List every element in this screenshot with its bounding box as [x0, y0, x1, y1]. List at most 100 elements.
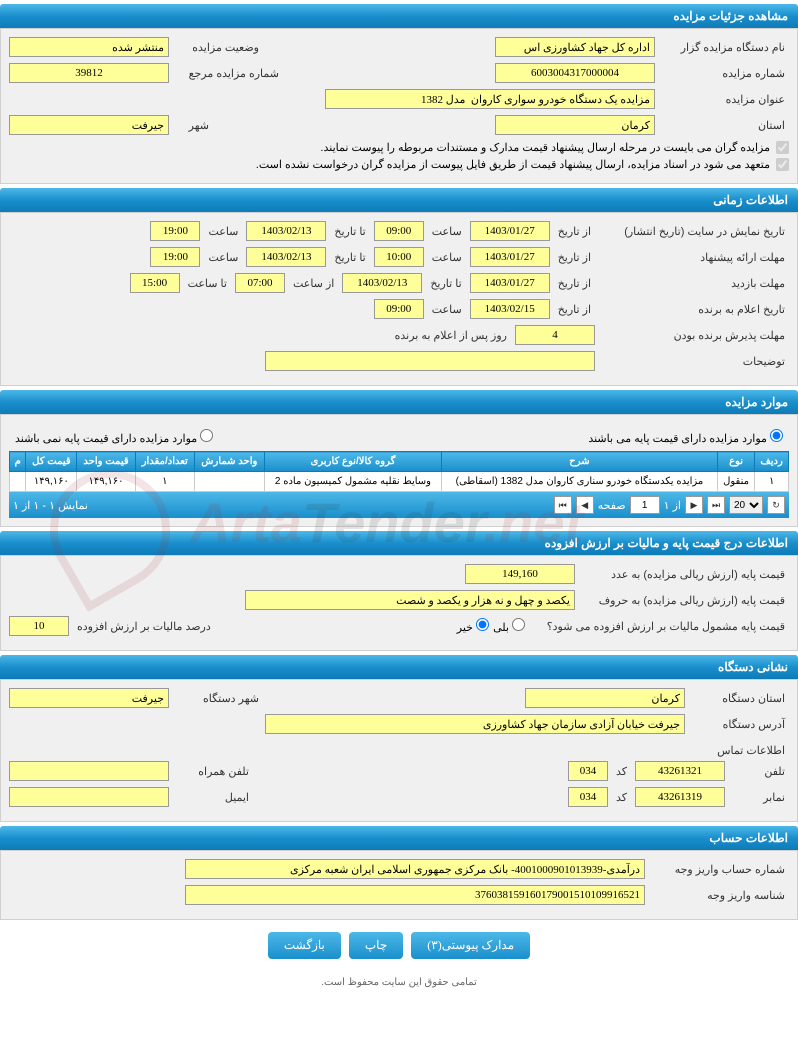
items-table: ردیفنوعشرحگروه کالا/نوع کاربریواحد شمارش… — [9, 451, 789, 492]
input-display-from-time[interactable] — [374, 221, 424, 241]
input-mobile[interactable] — [9, 761, 169, 781]
section-body-address: استان دستگاه شهر دستگاه آدرس دستگاه اطلا… — [0, 679, 798, 822]
attachments-button[interactable]: مدارک پیوستی(۳) — [411, 932, 530, 959]
radio-no-base[interactable] — [200, 429, 213, 442]
table-cell: ۱ — [135, 472, 194, 492]
label-visit: مهلت بازدید — [599, 277, 789, 290]
input-winner-time[interactable] — [374, 299, 424, 319]
checkbox-docs-required — [776, 141, 789, 154]
label-account-no: شماره حساب واریز وجه — [649, 863, 789, 876]
input-org-province[interactable] — [525, 688, 685, 708]
table-col-header: قیمت واحد — [77, 452, 135, 472]
section-header-items: موارد مزایده — [0, 390, 798, 414]
radio-vat-yes-label[interactable]: بلی — [493, 618, 525, 634]
label-display: تاریخ نمایش در سایت (تاریخ انتشار) — [599, 225, 789, 238]
pager-page-input[interactable] — [630, 496, 660, 514]
input-status[interactable] — [9, 37, 169, 57]
label-time-1: ساعت — [428, 225, 466, 238]
label-time-2: ساعت — [204, 225, 242, 238]
radio-has-base[interactable] — [770, 429, 783, 442]
table-col-header: نوع — [717, 452, 754, 472]
table-row: ۱منقولمزایده یکدستگاه خودرو سناری کاروان… — [10, 472, 789, 492]
radio-has-base-label[interactable]: موارد مزایده دارای قیمت پایه می باشند — [588, 429, 783, 445]
print-button[interactable]: چاپ — [349, 932, 403, 959]
input-proposal-from-date[interactable] — [470, 247, 550, 267]
input-fax[interactable] — [635, 787, 725, 807]
section-header-details: مشاهده جزئیات مزایده — [0, 4, 798, 28]
label-phone-code: کد — [612, 765, 631, 778]
input-org-addr[interactable] — [265, 714, 685, 734]
input-city[interactable] — [9, 115, 169, 135]
input-visit-from-time[interactable] — [235, 273, 285, 293]
input-base-word[interactable] — [245, 590, 575, 610]
label-to-time: تا ساعت — [184, 277, 231, 290]
input-display-from-date[interactable] — [470, 221, 550, 241]
input-phone[interactable] — [635, 761, 725, 781]
pager-last-icon[interactable]: ⏭ — [707, 496, 725, 514]
input-ref-no[interactable] — [9, 63, 169, 83]
label-to-date-2: تا تاریخ — [330, 251, 369, 264]
pager-first-icon[interactable]: ⏮ — [554, 496, 572, 514]
input-proposal-from-time[interactable] — [374, 247, 424, 267]
radio-vat-no[interactable] — [476, 618, 489, 631]
label-org-addr: آدرس دستگاه — [689, 718, 789, 731]
section-header-timing: اطلاعات زمانی — [0, 188, 798, 212]
input-vat-pct[interactable] — [9, 616, 69, 636]
section-body-items: موارد مزایده دارای قیمت پایه می باشند مو… — [0, 414, 798, 527]
label-proposal: مهلت ارائه پیشنهاد — [599, 251, 789, 264]
table-cell: منقول — [717, 472, 754, 492]
radio-vat-no-label[interactable]: خیر — [457, 618, 489, 634]
label-time-5: ساعت — [428, 303, 466, 316]
radio-vat-yes[interactable] — [512, 618, 525, 631]
input-email[interactable] — [9, 787, 169, 807]
table-cell: وسایط نقلیه مشمول کمیسیون ماده 2 — [264, 472, 441, 492]
label-time-4: ساعت — [204, 251, 242, 264]
table-col-header: شرح — [442, 452, 718, 472]
input-base-num[interactable] — [465, 564, 575, 584]
input-display-to-date[interactable] — [246, 221, 326, 241]
input-fax-code[interactable] — [568, 787, 608, 807]
label-subject: عنوان مزایده — [659, 93, 789, 106]
input-pay-id[interactable] — [185, 885, 645, 905]
input-visit-to-date[interactable] — [342, 273, 422, 293]
input-org-city[interactable] — [9, 688, 169, 708]
label-winner: تاریخ اعلام به برنده — [599, 303, 789, 316]
text-check1: مزایده گران می بایست در مرحله ارسال پیشن… — [320, 141, 770, 154]
input-account-no[interactable] — [185, 859, 645, 879]
label-auction-no: شماره مزایده — [659, 67, 789, 80]
input-visit-to-time[interactable] — [130, 273, 180, 293]
pager-size-select[interactable]: 20 — [729, 496, 763, 514]
back-button[interactable]: بازگشت — [268, 932, 341, 959]
input-auction-no[interactable] — [495, 63, 655, 83]
pager-prev-icon[interactable]: ◀ — [576, 496, 594, 514]
label-to-date-1: تا تاریخ — [330, 225, 369, 238]
input-notes[interactable] — [265, 351, 595, 371]
action-bar: مدارک پیوستی(۳) چاپ بازگشت — [0, 920, 798, 971]
table-col-header: ردیف — [755, 452, 789, 472]
input-province[interactable] — [495, 115, 655, 135]
section-header-address: نشانی دستگاه — [0, 655, 798, 679]
input-accept-days[interactable] — [515, 325, 595, 345]
label-mobile: تلفن همراه — [173, 765, 253, 778]
input-winner-date[interactable] — [470, 299, 550, 319]
table-cell — [194, 472, 264, 492]
section-body-pricing: قیمت پایه (ارزش ریالی مزایده) به عدد قیم… — [0, 555, 798, 651]
input-org[interactable] — [495, 37, 655, 57]
pager-next-icon[interactable]: ▶ — [685, 496, 703, 514]
table-col-header: واحد شمارش — [194, 452, 264, 472]
label-accept-suffix: روز پس از اعلام به برنده — [391, 329, 511, 342]
input-display-to-time[interactable] — [150, 221, 200, 241]
label-org: نام دستگاه مزایده گزار — [659, 41, 789, 54]
input-proposal-to-date[interactable] — [246, 247, 326, 267]
input-visit-from-date[interactable] — [470, 273, 550, 293]
pager-refresh-icon[interactable]: ↻ — [767, 496, 785, 514]
input-proposal-to-time[interactable] — [150, 247, 200, 267]
input-phone-code[interactable] — [568, 761, 608, 781]
radio-no-base-label[interactable]: موارد مزایده دارای قیمت پایه نمی باشند — [15, 429, 213, 445]
footer-text: تمامی حقوق این سایت محفوظ است. — [0, 971, 798, 994]
label-fax-code: کد — [612, 791, 631, 804]
label-fax: نمابر — [729, 791, 789, 804]
label-city: شهر — [173, 119, 213, 132]
table-pager: نمایش ۱ - ۱ از ۱ ⏮ ◀ صفحه از ۱ ▶ ⏭ 20 ↻ — [9, 492, 789, 518]
input-subject[interactable] — [325, 89, 655, 109]
